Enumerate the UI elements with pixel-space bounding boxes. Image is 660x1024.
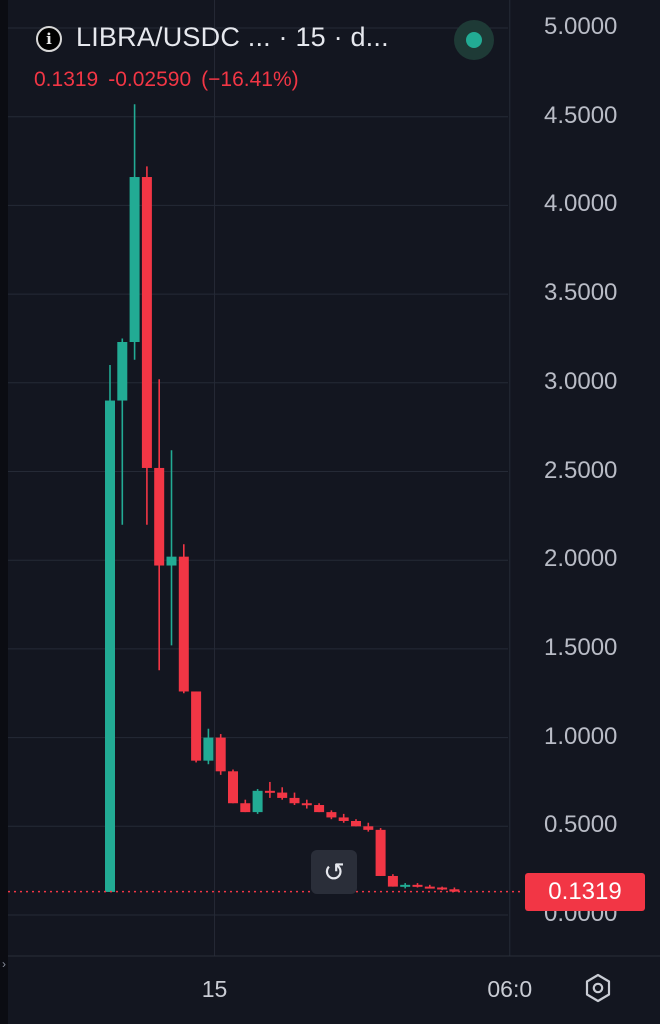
candle-body bbox=[387, 875, 398, 887]
chart-frame: i LIBRA/USDC ... · 15 · d... 0.1319 -0.02… bbox=[8, 0, 660, 1024]
candle-body bbox=[424, 886, 435, 889]
candle-down bbox=[351, 819, 361, 827]
candle-up bbox=[117, 338, 128, 525]
y-tick-label: 4.5000 bbox=[544, 101, 618, 129]
candle-down bbox=[289, 792, 300, 806]
y-tick-label: 1.0000 bbox=[544, 722, 618, 750]
reset-scale-icon: ↺ bbox=[323, 857, 345, 887]
candle-body bbox=[178, 556, 189, 692]
candle-body bbox=[141, 177, 152, 468]
candle-body bbox=[400, 884, 411, 887]
settings-button[interactable] bbox=[583, 972, 613, 1004]
x-tick-label: 06:0 bbox=[487, 976, 533, 1002]
candle-body bbox=[264, 790, 275, 793]
candle-body bbox=[301, 803, 312, 806]
candle-down bbox=[314, 803, 325, 813]
change-percent: (−16.41%) bbox=[201, 68, 299, 91]
candle-down bbox=[228, 769, 238, 804]
candle-down bbox=[412, 883, 423, 888]
candle-down bbox=[437, 886, 448, 891]
candle-down bbox=[387, 874, 398, 887]
candle-body bbox=[351, 820, 361, 827]
candle-up bbox=[105, 365, 115, 892]
candle-body bbox=[252, 790, 263, 813]
reset-scale-button[interactable]: ↺ bbox=[311, 850, 357, 894]
candle-body bbox=[215, 737, 226, 772]
candle-down bbox=[449, 887, 460, 892]
left-panel-edge: › bbox=[0, 0, 8, 1024]
candle-body bbox=[203, 737, 214, 761]
candle-body bbox=[363, 826, 374, 830]
candle-down bbox=[178, 544, 189, 694]
candle-up bbox=[166, 450, 177, 646]
y-tick-label: 2.0000 bbox=[544, 545, 618, 573]
candle-up bbox=[203, 728, 214, 765]
candle-up bbox=[252, 789, 263, 814]
candle-body bbox=[191, 691, 202, 761]
candle-down bbox=[154, 379, 165, 671]
candle-down bbox=[264, 781, 275, 798]
y-tick-label: 3.0000 bbox=[544, 367, 618, 395]
candle-down bbox=[375, 828, 386, 876]
info-icon[interactable]: i bbox=[36, 26, 62, 52]
symbol-title[interactable]: LIBRA/USDC ... · 15 · d... bbox=[76, 22, 389, 52]
y-tick-label: 1.5000 bbox=[544, 633, 618, 661]
candle-body bbox=[129, 177, 140, 342]
candle-body bbox=[105, 400, 115, 892]
x-tick-label: 15 bbox=[201, 976, 228, 1002]
last-price-value: 0.1319 bbox=[34, 68, 99, 91]
candle-up bbox=[400, 883, 411, 889]
market-status-indicator[interactable] bbox=[454, 20, 494, 60]
status-dot-icon bbox=[466, 32, 482, 48]
candle-down bbox=[277, 787, 288, 800]
candle-up bbox=[129, 104, 140, 360]
candle-body bbox=[166, 556, 177, 566]
candle-body bbox=[154, 467, 165, 566]
candle-body bbox=[289, 797, 300, 804]
candle-body bbox=[277, 792, 288, 798]
candle-down bbox=[240, 799, 251, 813]
y-tick-label: 3.5000 bbox=[544, 279, 618, 307]
y-tick-label: 0.5000 bbox=[544, 811, 618, 839]
candle-down bbox=[338, 813, 349, 823]
y-tick-label: 5.0000 bbox=[544, 13, 618, 40]
y-tick-label: 2.5000 bbox=[544, 456, 618, 484]
candle-down bbox=[326, 810, 337, 820]
candle-body bbox=[449, 889, 460, 892]
y-tick-label: 4.0000 bbox=[544, 190, 618, 218]
candle-body bbox=[240, 803, 251, 813]
candle-down bbox=[215, 734, 226, 775]
candle-body bbox=[437, 887, 448, 890]
change-value: -0.02590 bbox=[108, 68, 192, 91]
candle-body bbox=[375, 829, 386, 876]
panel-collapse-handle[interactable]: › bbox=[2, 957, 6, 971]
grid bbox=[8, 0, 511, 956]
candle-down bbox=[424, 884, 435, 889]
chart-canvas[interactable] bbox=[8, 0, 660, 1024]
candle-down bbox=[191, 691, 202, 763]
candle-down bbox=[301, 799, 312, 809]
candle-body bbox=[338, 817, 349, 821]
settings-hexagon-icon bbox=[585, 973, 611, 1003]
candle-body bbox=[326, 812, 337, 818]
candle-body bbox=[117, 341, 128, 401]
candle-body bbox=[412, 884, 423, 887]
candle-body bbox=[228, 771, 238, 804]
candle-down bbox=[141, 166, 152, 525]
last-price-tag: 0.1319 bbox=[525, 872, 645, 911]
price-change-row: 0.1319 -0.02590 (−16.41%) bbox=[34, 68, 309, 92]
candles bbox=[105, 104, 460, 892]
candle-body bbox=[314, 805, 325, 813]
candle-down bbox=[363, 822, 374, 832]
chart-legend: i LIBRA/USDC ... · 15 · d... 0.1319 -0.02… bbox=[30, 18, 500, 98]
